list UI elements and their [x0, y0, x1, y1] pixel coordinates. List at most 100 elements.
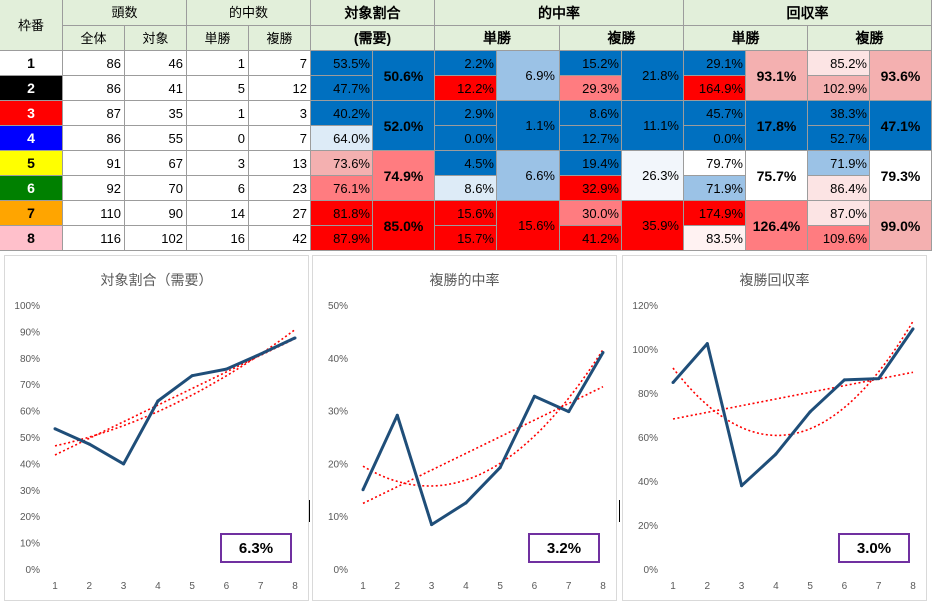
count-all: 92	[63, 176, 125, 201]
pair-place-return-rate: 47.1%	[870, 101, 932, 151]
data-point	[842, 378, 846, 382]
x-tick-label: 6	[532, 581, 538, 592]
y-tick-label: 20%	[20, 512, 40, 523]
data-line	[54, 336, 296, 466]
pair-win-return-rate: 75.7%	[746, 151, 808, 201]
place-return-rate: 71.9%	[808, 151, 870, 176]
y-tick-label: 20%	[328, 459, 348, 470]
count-target: 90	[125, 201, 187, 226]
pair-target-ratio: 85.0%	[373, 201, 435, 251]
pair-win-hit-rate: 6.6%	[497, 151, 560, 201]
x-tick-label: 7	[566, 581, 572, 592]
data-point	[464, 501, 468, 505]
count-all: 87	[63, 101, 125, 126]
x-tick-label: 2	[87, 581, 93, 592]
place-return-rate: 85.2%	[808, 51, 870, 76]
count-all: 86	[63, 76, 125, 101]
data-point	[156, 399, 160, 403]
target-ratio: 73.6%	[311, 151, 373, 176]
y-tick-label: 50%	[328, 301, 348, 312]
pair-win-hit-rate: 15.6%	[497, 201, 560, 251]
x-tick-label: 5	[189, 581, 195, 592]
pair-target-ratio: 50.6%	[373, 51, 435, 101]
count-all: 116	[63, 226, 125, 251]
header-hits: 的中数	[187, 0, 311, 26]
y-tick-label: 90%	[20, 327, 40, 338]
y-tick-label: 30%	[20, 486, 40, 497]
x-tick-label: 2	[705, 581, 711, 592]
pair-win-return-rate: 17.8%	[746, 101, 808, 151]
place-return-rate: 38.3%	[808, 101, 870, 126]
data-point	[532, 394, 536, 398]
x-tick-label: 6	[224, 581, 230, 592]
data-point	[671, 381, 675, 385]
x-tick-label: 4	[463, 581, 469, 592]
waku-number: 2	[0, 76, 63, 101]
header-target-ratio: 対象割合	[311, 0, 435, 26]
x-tick-label: 4	[155, 581, 161, 592]
chart-title: 対象割合（需要）	[100, 272, 213, 288]
pair-win-hit-rate: 6.9%	[497, 51, 560, 101]
y-tick-label: 30%	[328, 407, 348, 418]
waku-number: 1	[0, 51, 63, 76]
y-tick-label: 80%	[20, 354, 40, 365]
hits-win: 5	[187, 76, 249, 101]
data-point	[122, 462, 126, 466]
data-point	[601, 350, 605, 354]
waku-number: 7	[0, 201, 63, 226]
data-point	[911, 327, 915, 331]
count-target: 41	[125, 76, 187, 101]
header-return-win: 単勝	[684, 26, 808, 51]
count-all: 86	[63, 51, 125, 76]
y-tick-label: 120%	[632, 301, 658, 312]
win-hit-rate: 8.6%	[435, 176, 497, 201]
chart-panel-place-hit-rate: 複勝的中率 0% 10% 20% 30% 40% 50% 1 2 3 4 5 6 7 8 3.2%	[312, 255, 617, 601]
data-point	[293, 336, 297, 340]
header-demand: (需要)	[311, 26, 435, 51]
x-tick-label: 8	[910, 581, 916, 592]
count-all: 91	[63, 151, 125, 176]
pair-place-hit-rate: 26.3%	[622, 151, 684, 201]
waku-number: 8	[0, 226, 63, 251]
hits-place: 3	[249, 101, 311, 126]
pair-place-return-rate: 99.0%	[870, 201, 932, 251]
separator-line	[619, 500, 620, 522]
r-value-box: 3.0%	[838, 533, 910, 563]
chart-panel-place-return-rate: 複勝回収率 0% 20% 40% 60% 80% 100% 120% 1 2 3 4 5 6 7 8 3.0%	[622, 255, 927, 601]
place-hit-rate: 15.2%	[560, 51, 622, 76]
pair-win-return-rate: 126.4%	[746, 201, 808, 251]
x-tick-label: 1	[670, 581, 676, 592]
r-value-box: 6.3%	[220, 533, 292, 563]
y-tick-label: 60%	[20, 407, 40, 418]
count-target: 46	[125, 51, 187, 76]
win-return-rate: 71.9%	[684, 176, 746, 201]
y-tick-label: 0%	[644, 565, 659, 576]
y-tick-label: 60%	[638, 433, 658, 444]
win-hit-rate: 2.2%	[435, 51, 497, 76]
pair-place-return-rate: 79.3%	[870, 151, 932, 201]
hits-win: 1	[187, 101, 249, 126]
place-return-rate: 86.4%	[808, 176, 870, 201]
data-point	[430, 523, 434, 527]
x-tick-label: 1	[52, 581, 58, 592]
win-return-rate: 79.7%	[684, 151, 746, 176]
data-point	[395, 413, 399, 417]
waku-number: 4	[0, 126, 63, 151]
data-point	[259, 352, 263, 356]
win-hit-rate: 12.2%	[435, 76, 497, 101]
win-hit-rate: 15.6%	[435, 201, 497, 226]
place-hit-rate: 29.3%	[560, 76, 622, 101]
y-tick-label: 100%	[632, 345, 658, 356]
count-target: 35	[125, 101, 187, 126]
x-tick-label: 7	[258, 581, 264, 592]
waku-number: 6	[0, 176, 63, 201]
data-point	[361, 488, 365, 492]
header-tosu: 頭数	[63, 0, 187, 26]
win-hit-rate: 4.5%	[435, 151, 497, 176]
hits-win: 3	[187, 151, 249, 176]
y-tick-label: 10%	[20, 539, 40, 550]
data-point	[877, 377, 881, 381]
count-target: 70	[125, 176, 187, 201]
win-return-rate: 45.7%	[684, 101, 746, 126]
data-point	[705, 342, 709, 346]
